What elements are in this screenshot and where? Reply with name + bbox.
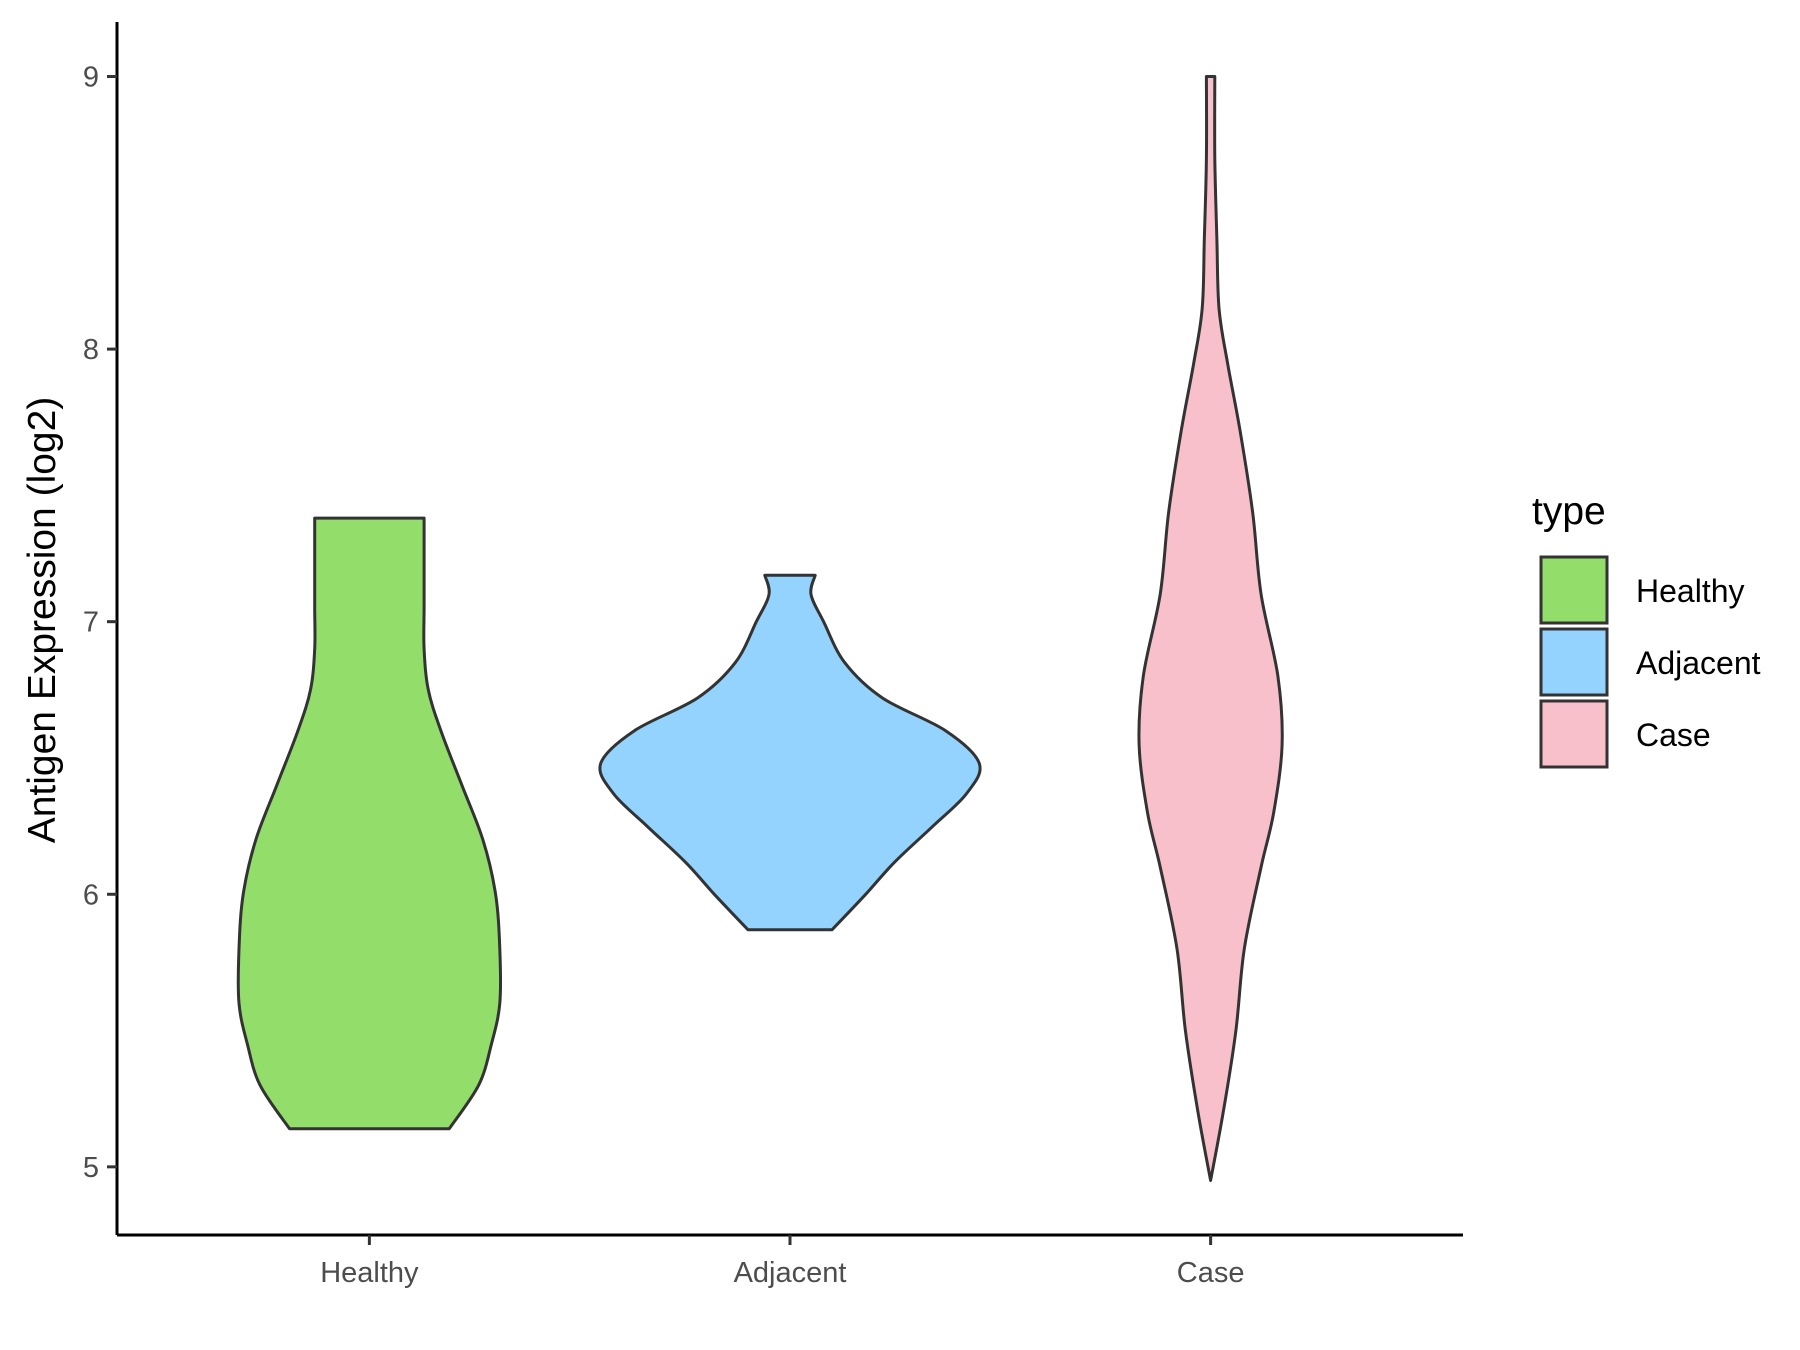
y-tick-label: 8 (83, 334, 99, 366)
legend-swatch-case (1539, 699, 1609, 769)
legend-swatch-adjacent (1539, 627, 1609, 697)
axes-layer: 5 6 7 8 9 Healthy Adjacent Case (83, 22, 1463, 1289)
x-tick-label: Adjacent (734, 1257, 847, 1289)
violin-adjacent (598, 573, 982, 932)
violin-case (1137, 75, 1284, 1182)
legend-label-adjacent: Adjacent (1636, 645, 1761, 681)
legend-label-case: Case (1636, 717, 1711, 753)
y-axis-title: Antigen Expression (log2) (21, 397, 64, 844)
y-tick-label: 5 (83, 1152, 99, 1184)
x-tick-label: Case (1177, 1257, 1245, 1289)
legend-title: type (1532, 490, 1606, 533)
y-tick-label: 6 (83, 879, 99, 911)
legend-swatch-healthy (1539, 555, 1609, 625)
violins-layer (236, 75, 1284, 1182)
y-tick-label: 7 (83, 607, 99, 639)
violin-healthy (236, 516, 503, 1131)
x-tick-label: Healthy (320, 1257, 419, 1289)
legend: type Healthy Adjacent Case (1532, 490, 1761, 769)
legend-label-healthy: Healthy (1636, 573, 1745, 609)
y-tick-label: 9 (83, 62, 99, 94)
